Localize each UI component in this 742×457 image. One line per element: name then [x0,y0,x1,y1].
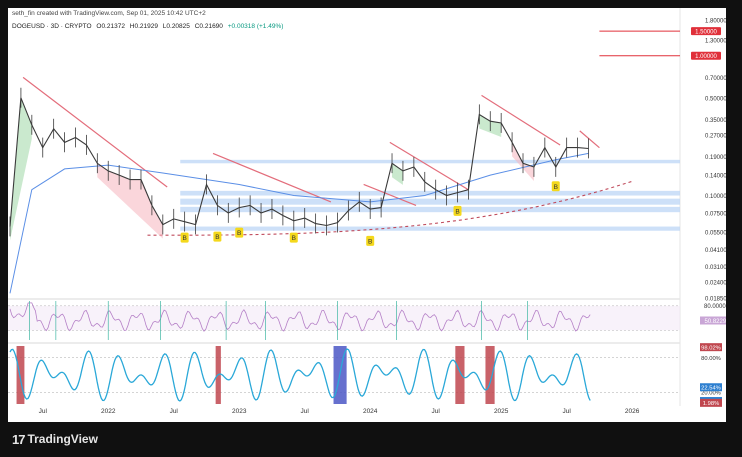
buy-marker [289,232,298,243]
bull-fill [10,97,32,241]
rsi-line [9,302,591,332]
high-value: H0.21929 [129,23,158,30]
x-tick-label: Jul [170,408,179,415]
stoch-value-label: 22.54% [701,386,721,392]
price-tick-label: 0.19000 [705,155,726,161]
buy-marker-label: B [368,238,372,245]
stoch-value-label: 20.00% [701,391,721,397]
support-zone [180,198,680,205]
bear-fill [512,142,534,181]
downtrend-line [363,183,417,206]
x-tick-label: 2025 [494,408,509,415]
price-tick-label: 1.80000 [705,19,726,25]
x-tick-label: Jul [432,408,441,415]
downtrend-line [22,76,168,188]
footer: 17 TradingView [12,430,98,448]
stoch-highlight-bar [485,346,495,404]
support-zone [180,159,680,164]
price-tick-label: 0.04100 [705,248,726,254]
buy-marker [366,235,375,246]
price-tick-label: 0.14000 [705,174,726,180]
chart-svg[interactable]: B B B B B B B 1.80000 1.30000 0.70000 0.50000 0.35… [8,8,726,422]
stoch-value-tag [700,383,722,392]
bull-fill [392,163,403,185]
buy-marker-label: B [455,208,459,215]
support-zone [180,190,680,196]
support-curve [147,180,633,236]
chart-card: seth_fin created with TradingView.com, S… [8,8,726,422]
x-tick-label: Jul [301,408,310,415]
buy-marker [180,232,189,243]
rsi-band-fill [8,305,680,331]
downtrend-line [212,152,332,203]
buy-marker [551,181,560,192]
rsi-current-label: 50.82297 [704,319,726,325]
price-tick-label: 0.03100 [705,265,726,271]
stoch-value-label: 1.98% [703,401,719,407]
downtrend-line [481,94,561,146]
price-tick-label: 1.30000 [705,38,726,44]
change-value: +0.00318 (+1.49%) [227,23,284,30]
x-tick-label: Jul [39,408,48,415]
level-tag [691,27,721,36]
level-tag-label: 1.50000 [695,29,717,35]
stoch-value-label: 80.00% [701,356,721,362]
stoch-value-tag [700,343,722,352]
buy-marker-label: B [182,235,186,242]
bear-fill [97,163,163,239]
x-tick-label: 2023 [232,408,247,415]
price-tick-label: 0.50000 [705,96,726,102]
price-line [9,97,589,227]
close-value: C0.21690 [194,23,223,30]
buy-marker-label: B [215,234,219,241]
buy-marker [453,205,462,216]
low-value: L0.20825 [162,23,190,30]
symbol-label[interactable]: DOGEUSD · 3D · CRYPTO [12,23,92,30]
open-value: O0.21372 [96,23,125,30]
rsi-level-label: 80.00000 [704,304,726,310]
stoch-value-label: 98.02% [701,345,721,351]
level-tag [691,51,721,60]
price-tick-label: 0.07500 [705,211,726,217]
stoch-highlight-bar [455,346,465,404]
price-tick-label: 0.70000 [705,76,726,82]
support-zone [180,206,680,213]
buy-marker [213,231,222,242]
stoch-value-tag [700,398,722,407]
x-tick-label: 2024 [363,408,378,415]
moving-average-line [9,152,589,294]
footer-brand: TradingView [27,432,98,446]
price-tick-label: 0.35000 [705,118,726,124]
price-tick-label: 0.02400 [705,281,726,287]
x-tick-label: 2026 [625,408,640,415]
x-tick-label: Jul [563,408,572,415]
support-zone [180,226,680,231]
price-tick-label: 0.10000 [705,194,726,200]
buy-marker-label: B [237,230,241,237]
price-tick-label: 0.27000 [705,134,726,140]
x-tick-label: 2022 [101,408,116,415]
level-tag-label: 1.00000 [695,54,717,60]
rsi-current-tag [700,316,726,325]
price-tick-label: 0.05500 [705,230,726,236]
stoch-line [9,348,591,402]
tradingview-logo-icon: 17 [12,431,26,447]
downtrend-line [579,130,600,149]
created-by-line: seth_fin created with TradingView.com, S… [12,10,206,17]
buy-marker [235,227,244,238]
symbol-line: DOGEUSD · 3D · CRYPTO O0.21372 H0.21929 … [12,23,286,30]
downtrend-line [389,141,469,191]
stoch-highlight-bar [16,346,25,404]
price-tick-label: 0.01850 [705,297,726,303]
buy-marker-label: B [292,235,296,242]
buy-marker-label: B [554,184,558,191]
